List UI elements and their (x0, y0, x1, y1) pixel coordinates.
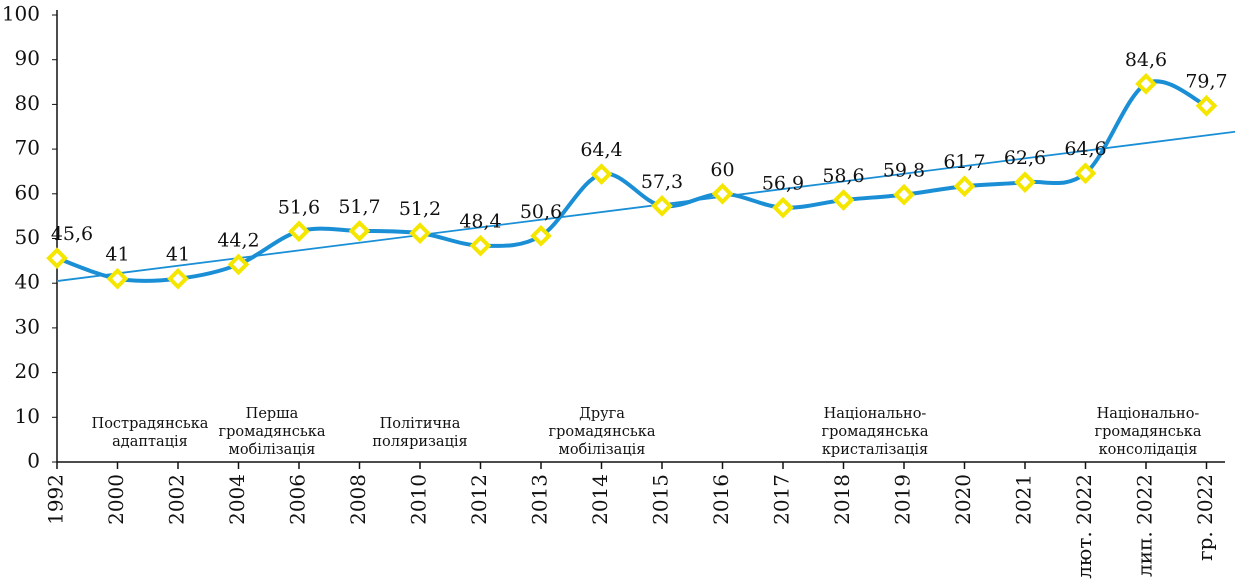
data-label: 84,6 (1125, 49, 1167, 71)
marker (227, 253, 250, 276)
period-label: поляризація (372, 434, 467, 450)
x-tick-label: 2008 (346, 474, 370, 525)
data-label: 51,6 (278, 196, 320, 218)
x-tick-label: 2010 (407, 474, 431, 525)
x-tick-label: 1992 (44, 474, 68, 525)
marker (530, 224, 552, 247)
period-label: Перша (246, 406, 299, 422)
y-tick-label: 40 (15, 270, 40, 294)
y-tick-label: 0 (27, 449, 40, 473)
period-label: Друга (579, 406, 625, 422)
data-label: 59,8 (883, 160, 925, 182)
period-label: громадянська (1095, 424, 1202, 440)
marker (46, 247, 68, 269)
data-label: 57,3 (641, 171, 683, 193)
data-label: 64,4 (580, 139, 622, 161)
x-tick-label: 2004 (225, 474, 249, 525)
marker (953, 175, 976, 198)
data-label: 79,7 (1185, 71, 1227, 93)
marker (106, 267, 129, 290)
data-label: 56,9 (762, 173, 804, 195)
data-label: 58,6 (822, 165, 864, 187)
x-tick-label: 2000 (104, 474, 128, 525)
y-tick-label: 60 (15, 180, 40, 204)
y-tick-label: 100 (2, 2, 40, 26)
marker (288, 220, 310, 243)
data-label: 61,7 (943, 151, 985, 173)
marker (1074, 162, 1097, 185)
y-tick-label: 70 (15, 136, 40, 160)
period-label: громадянська (822, 424, 929, 440)
data-label: 50,6 (520, 201, 562, 223)
data-label: 44,2 (217, 229, 259, 251)
x-tick-label: лют. 2022 (1072, 474, 1096, 579)
marker (772, 196, 794, 219)
period-label: Національно- (824, 406, 927, 422)
data-label: 41 (105, 244, 129, 266)
y-tick-label: 20 (15, 359, 40, 383)
data-label: 62,6 (1004, 147, 1046, 169)
y-tick-label: 80 (15, 91, 40, 115)
period-label: мобілізація (229, 442, 316, 458)
marker (1014, 171, 1036, 194)
data-label: 41 (166, 244, 190, 266)
data-label: 60 (710, 159, 734, 181)
x-tick-label: 2015 (649, 474, 673, 525)
data-label: 64,6 (1064, 138, 1106, 160)
period-label: консолідація (1099, 442, 1198, 458)
x-tick-label: 2014 (588, 474, 612, 525)
period-label: Пострадянська (92, 416, 209, 432)
x-tick-label: 2013 (528, 474, 552, 525)
data-label: 51,7 (338, 196, 380, 218)
marker (832, 189, 855, 211)
marker (893, 183, 915, 206)
x-tick-label: 2002 (165, 474, 189, 525)
marker (1135, 73, 1157, 95)
x-tick-label: гр. 2022 (1193, 474, 1217, 561)
marker (167, 267, 189, 290)
period-label: адаптація (112, 434, 188, 450)
period-label: мобілізація (559, 442, 646, 458)
x-tick-label: 2018 (830, 474, 854, 525)
x-tick-label: лип. 2022 (1133, 474, 1157, 577)
marker (711, 182, 734, 205)
x-tick-label: 2017 (770, 474, 794, 525)
period-label: Політична (380, 416, 461, 432)
x-tick-label: 2020 (951, 474, 975, 525)
marker (1195, 94, 1218, 117)
period-label: кристалізація (822, 442, 928, 458)
data-label: 48,4 (459, 211, 501, 233)
x-tick-label: 2006 (286, 474, 310, 525)
period-label: Національно- (1097, 406, 1200, 422)
marker (651, 195, 673, 217)
x-tick-label: 2021 (1012, 474, 1036, 525)
y-tick-label: 50 (15, 225, 40, 249)
period-label: громадянська (549, 424, 656, 440)
data-label: 45,6 (51, 223, 93, 245)
x-tick-label: 2019 (891, 474, 915, 525)
y-tick-label: 10 (15, 404, 40, 428)
period-label: громадянська (219, 424, 326, 440)
y-tick-label: 90 (15, 46, 40, 70)
x-tick-label: 2016 (709, 474, 733, 525)
x-tick-label: 2012 (467, 474, 491, 525)
marker (590, 163, 613, 185)
marker (409, 222, 431, 244)
data-label: 51,2 (399, 198, 441, 220)
y-tick-label: 30 (15, 314, 40, 338)
marker (469, 234, 492, 257)
marker (348, 220, 371, 242)
